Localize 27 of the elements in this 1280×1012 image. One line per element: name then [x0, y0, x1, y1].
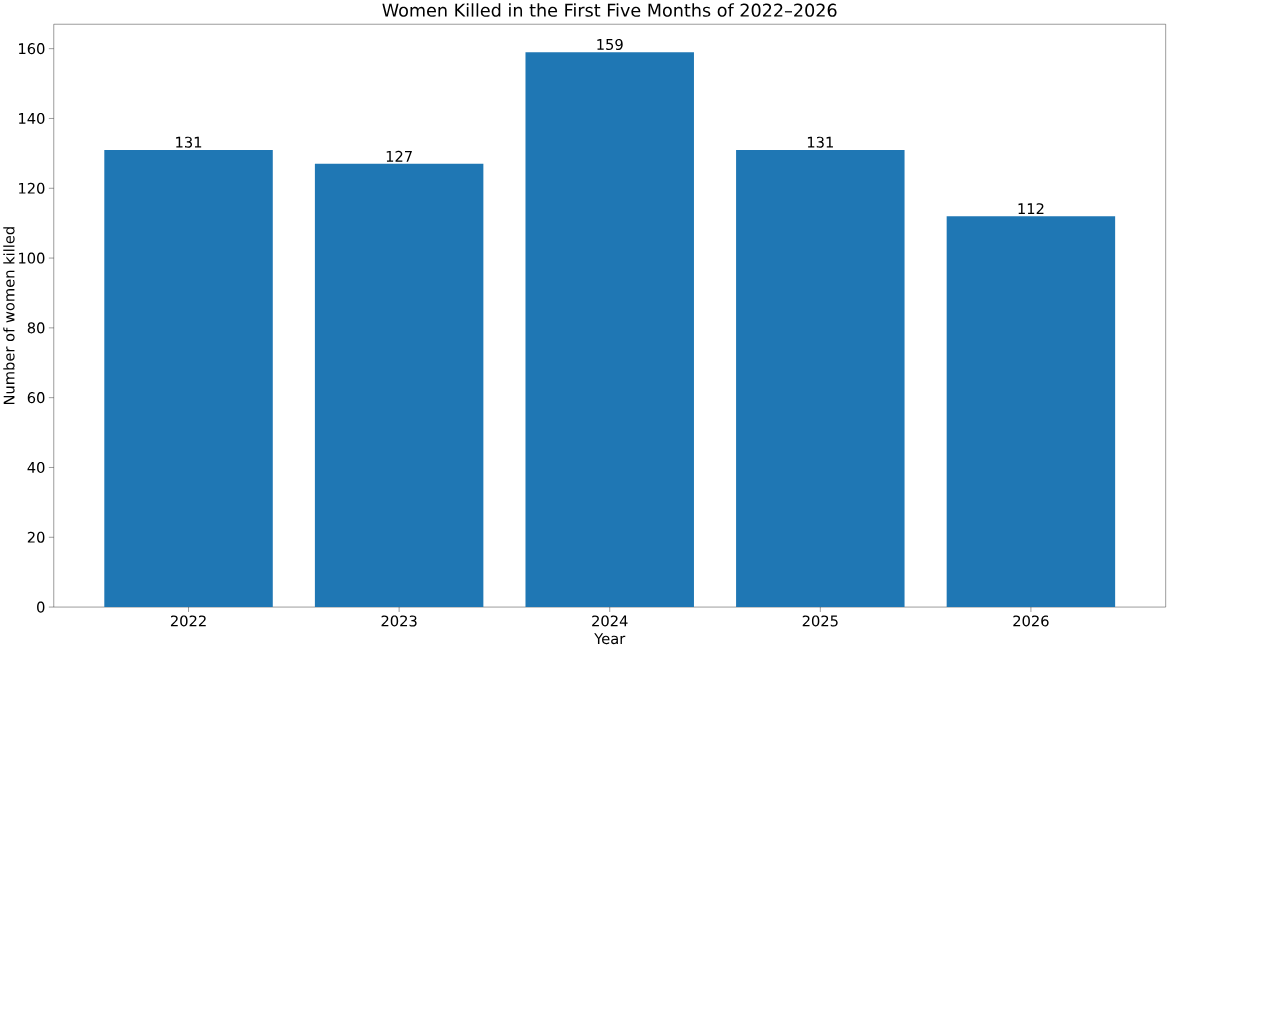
y-tick-label: 20 [27, 531, 45, 543]
y-tick-label: 160 [19, 43, 45, 55]
y-tick-label: 140 [19, 112, 45, 125]
x-axis-title: Year [594, 633, 626, 645]
bar [736, 149, 905, 608]
y-tick-label: 80 [27, 322, 45, 334]
x-tick-label: 2024 [592, 615, 628, 627]
x-tick-label: 2022 [170, 615, 206, 627]
x-tick-label: 2026 [1013, 615, 1049, 627]
data-label: 131 [807, 136, 833, 148]
bar [525, 52, 694, 608]
data-label: 131 [176, 136, 202, 148]
bar [946, 216, 1116, 608]
y-tick-label: 40 [27, 461, 45, 474]
y-axis-title: Number of women killed [3, 227, 15, 405]
y-tick-label: 60 [27, 392, 45, 404]
x-tick-label: 2023 [381, 615, 417, 627]
y-tick-label: 120 [19, 182, 45, 194]
y-tick-label: 0 [37, 601, 45, 613]
bar [104, 149, 273, 608]
data-label: 127 [386, 150, 412, 162]
x-tick-label: 2025 [802, 615, 838, 627]
chart-title: Women Killed in the First Five Months of 2022–2026 [382, 3, 837, 17]
y-tick-label: 100 [19, 252, 45, 264]
data-label: 112 [1018, 203, 1044, 215]
data-label: 159 [597, 38, 623, 51]
bar [314, 163, 484, 608]
